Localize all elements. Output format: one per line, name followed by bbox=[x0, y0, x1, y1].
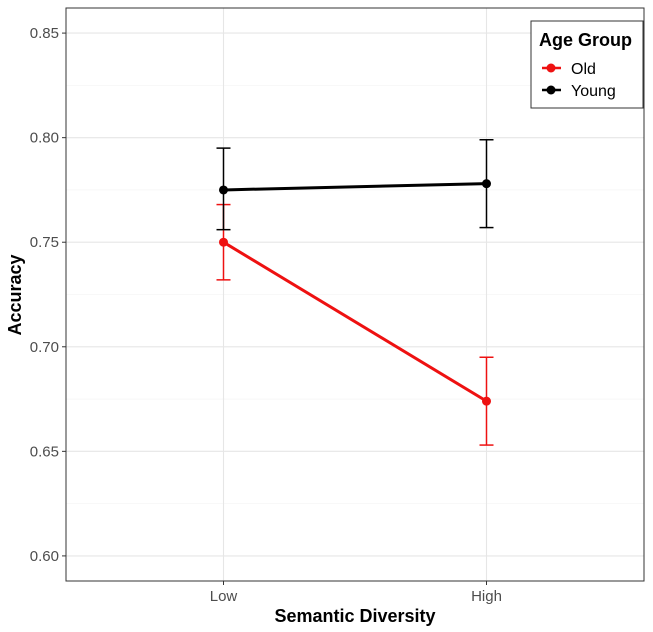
legend-title: Age Group bbox=[539, 30, 632, 50]
y-axis-title: Accuracy bbox=[5, 254, 25, 335]
data-point-young bbox=[482, 179, 491, 189]
series-group bbox=[216, 138, 494, 446]
y-tick-label: 0.75 bbox=[30, 234, 59, 251]
y-tick-label: 0.60 bbox=[30, 548, 59, 565]
legend-label-young: Young bbox=[571, 83, 616, 100]
x-axis-title: Semantic Diversity bbox=[274, 606, 435, 626]
series-line-old bbox=[222, 240, 488, 403]
series-line-young bbox=[223, 182, 487, 192]
data-point-old bbox=[219, 237, 228, 247]
y-tick-label: 0.85 bbox=[30, 25, 59, 42]
data-point-old bbox=[482, 396, 491, 406]
tick-group: 0.60 0.65 0.70 0.75 0.80 0.85 Low High bbox=[30, 25, 502, 605]
legend-key-dot-old bbox=[546, 63, 556, 73]
x-tick-label: High bbox=[471, 588, 502, 605]
y-tick-label: 0.70 bbox=[30, 339, 59, 356]
legend-key-old bbox=[542, 63, 561, 73]
panel-border bbox=[65, 7, 645, 582]
y-tick-label: 0.80 bbox=[30, 130, 59, 147]
x-tick-label: Low bbox=[210, 588, 238, 605]
legend-label-old: Old bbox=[571, 61, 596, 78]
data-point-young bbox=[219, 185, 228, 195]
legend-key-dot-young bbox=[546, 85, 556, 95]
legend-key-young bbox=[542, 85, 561, 95]
y-tick-label: 0.65 bbox=[30, 443, 59, 460]
legend: Age Group Old Young bbox=[530, 20, 644, 109]
